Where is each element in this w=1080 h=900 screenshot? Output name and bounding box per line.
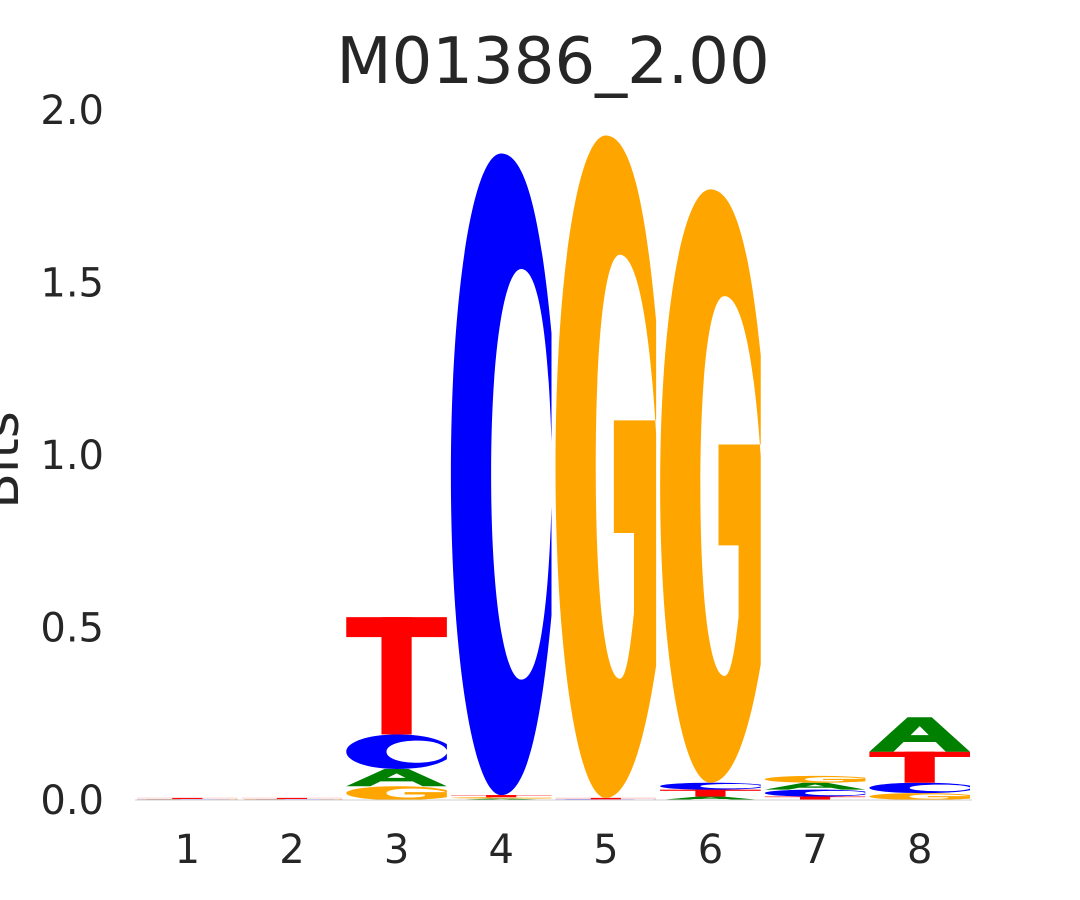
x-axis: 1 2 3 4 5 6 7 8 bbox=[175, 827, 933, 873]
logo-letter-C bbox=[346, 734, 447, 769]
logo-letter-A bbox=[660, 796, 761, 800]
y-tick-label: 2.0 bbox=[40, 88, 104, 134]
y-tick-label: 1.5 bbox=[40, 261, 104, 307]
logo-letter-T bbox=[241, 797, 343, 799]
x-tick-label: 1 bbox=[175, 827, 200, 873]
logo-letter-T bbox=[137, 797, 238, 799]
logo-letter-G bbox=[555, 135, 657, 798]
x-tick-label: 5 bbox=[593, 827, 618, 873]
logo-letter-T bbox=[346, 617, 447, 735]
y-tick-label: 0.5 bbox=[40, 606, 104, 652]
chart-title: M01386_2.00 bbox=[336, 25, 769, 99]
logo-letter-T bbox=[555, 797, 657, 800]
y-axis-label: Bits bbox=[0, 411, 31, 509]
logo-letter-T bbox=[660, 789, 761, 797]
logo-letter-A bbox=[764, 782, 866, 790]
logo-letter-C bbox=[450, 153, 552, 796]
logo-letter-G bbox=[764, 775, 866, 783]
x-tick-label: 3 bbox=[384, 827, 409, 873]
y-tick-label: 0.0 bbox=[40, 778, 104, 824]
logo-letter-T bbox=[764, 796, 866, 800]
letter-stacks bbox=[137, 135, 970, 800]
logo-letter-A bbox=[346, 768, 447, 787]
x-tick-label: 6 bbox=[698, 827, 723, 873]
logo-letter-G bbox=[660, 189, 761, 783]
y-axis-label-group: Bits bbox=[0, 411, 31, 509]
logo-letter-T bbox=[869, 751, 970, 783]
logo-letter-C bbox=[660, 782, 761, 790]
logo-letter-C bbox=[764, 789, 866, 797]
y-axis: 0.0 0.5 1.0 1.5 2.0 bbox=[40, 88, 104, 824]
logo-letter-G bbox=[450, 797, 552, 799]
logo-letter-A bbox=[869, 717, 970, 752]
x-tick-label: 7 bbox=[802, 827, 827, 873]
x-tick-label: 2 bbox=[279, 827, 304, 873]
y-tick-label: 1.0 bbox=[40, 433, 104, 479]
logo-letter-G bbox=[346, 786, 447, 800]
logo-letter-G bbox=[869, 793, 970, 800]
logo-letter-C bbox=[869, 782, 970, 794]
x-tick-label: 4 bbox=[488, 827, 513, 873]
logo-letter-T bbox=[450, 795, 552, 798]
x-tick-label: 8 bbox=[907, 827, 932, 873]
